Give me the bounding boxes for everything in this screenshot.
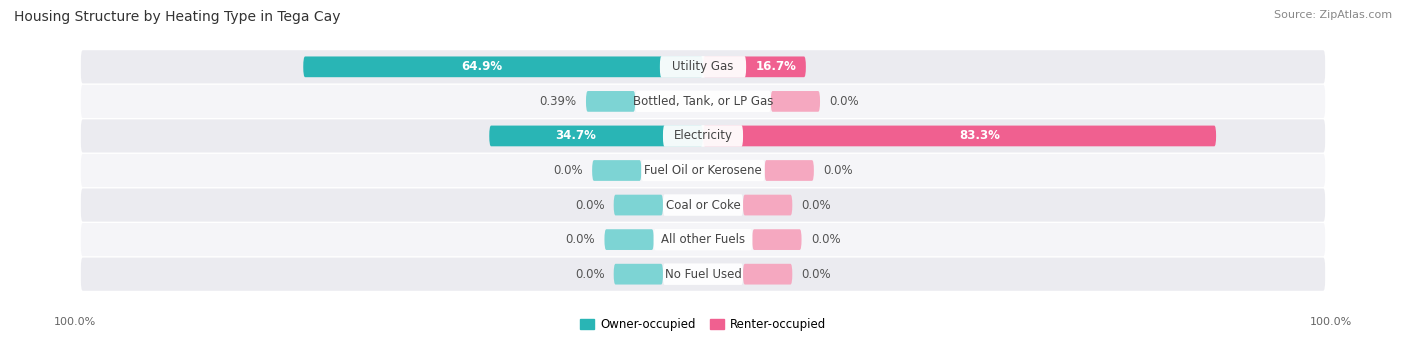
Text: 16.7%: 16.7% [755, 60, 796, 73]
Text: 0.0%: 0.0% [575, 268, 605, 281]
FancyBboxPatch shape [742, 195, 793, 216]
FancyBboxPatch shape [489, 125, 703, 146]
FancyBboxPatch shape [752, 229, 801, 250]
Text: 83.3%: 83.3% [959, 130, 1000, 143]
Text: Utility Gas: Utility Gas [672, 60, 734, 73]
Text: 0.39%: 0.39% [540, 95, 576, 108]
Text: 0.0%: 0.0% [554, 164, 583, 177]
Text: 0.0%: 0.0% [823, 164, 852, 177]
Text: 100.0%: 100.0% [53, 317, 96, 327]
FancyBboxPatch shape [742, 264, 793, 284]
FancyBboxPatch shape [613, 264, 664, 284]
Text: 34.7%: 34.7% [555, 130, 596, 143]
Text: Coal or Coke: Coal or Coke [665, 198, 741, 211]
FancyBboxPatch shape [82, 119, 1324, 152]
FancyBboxPatch shape [664, 194, 742, 216]
FancyBboxPatch shape [586, 91, 636, 112]
FancyBboxPatch shape [703, 57, 806, 77]
Text: 0.0%: 0.0% [830, 95, 859, 108]
FancyBboxPatch shape [664, 264, 742, 285]
FancyBboxPatch shape [636, 91, 770, 112]
Text: 0.0%: 0.0% [575, 198, 605, 211]
Text: 100.0%: 100.0% [1310, 317, 1353, 327]
FancyBboxPatch shape [304, 57, 703, 77]
FancyBboxPatch shape [82, 50, 1324, 84]
FancyBboxPatch shape [82, 154, 1324, 187]
Text: 0.0%: 0.0% [801, 198, 831, 211]
FancyBboxPatch shape [641, 160, 765, 181]
FancyBboxPatch shape [82, 223, 1324, 256]
Legend: Owner-occupied, Renter-occupied: Owner-occupied, Renter-occupied [575, 313, 831, 336]
FancyBboxPatch shape [770, 91, 820, 112]
FancyBboxPatch shape [82, 257, 1324, 291]
Text: Bottled, Tank, or LP Gas: Bottled, Tank, or LP Gas [633, 95, 773, 108]
Text: Electricity: Electricity [673, 130, 733, 143]
FancyBboxPatch shape [654, 229, 752, 250]
Text: 0.0%: 0.0% [801, 268, 831, 281]
FancyBboxPatch shape [703, 125, 1216, 146]
FancyBboxPatch shape [82, 189, 1324, 222]
FancyBboxPatch shape [659, 56, 747, 77]
FancyBboxPatch shape [82, 85, 1324, 118]
Text: No Fuel Used: No Fuel Used [665, 268, 741, 281]
Text: All other Fuels: All other Fuels [661, 233, 745, 246]
FancyBboxPatch shape [765, 160, 814, 181]
Text: 0.0%: 0.0% [565, 233, 595, 246]
FancyBboxPatch shape [605, 229, 654, 250]
FancyBboxPatch shape [613, 195, 664, 216]
Text: Housing Structure by Heating Type in Tega Cay: Housing Structure by Heating Type in Teg… [14, 10, 340, 24]
FancyBboxPatch shape [592, 160, 641, 181]
Text: 0.0%: 0.0% [811, 233, 841, 246]
Text: Source: ZipAtlas.com: Source: ZipAtlas.com [1274, 10, 1392, 20]
FancyBboxPatch shape [664, 125, 742, 147]
Text: Fuel Oil or Kerosene: Fuel Oil or Kerosene [644, 164, 762, 177]
Text: 64.9%: 64.9% [461, 60, 502, 73]
